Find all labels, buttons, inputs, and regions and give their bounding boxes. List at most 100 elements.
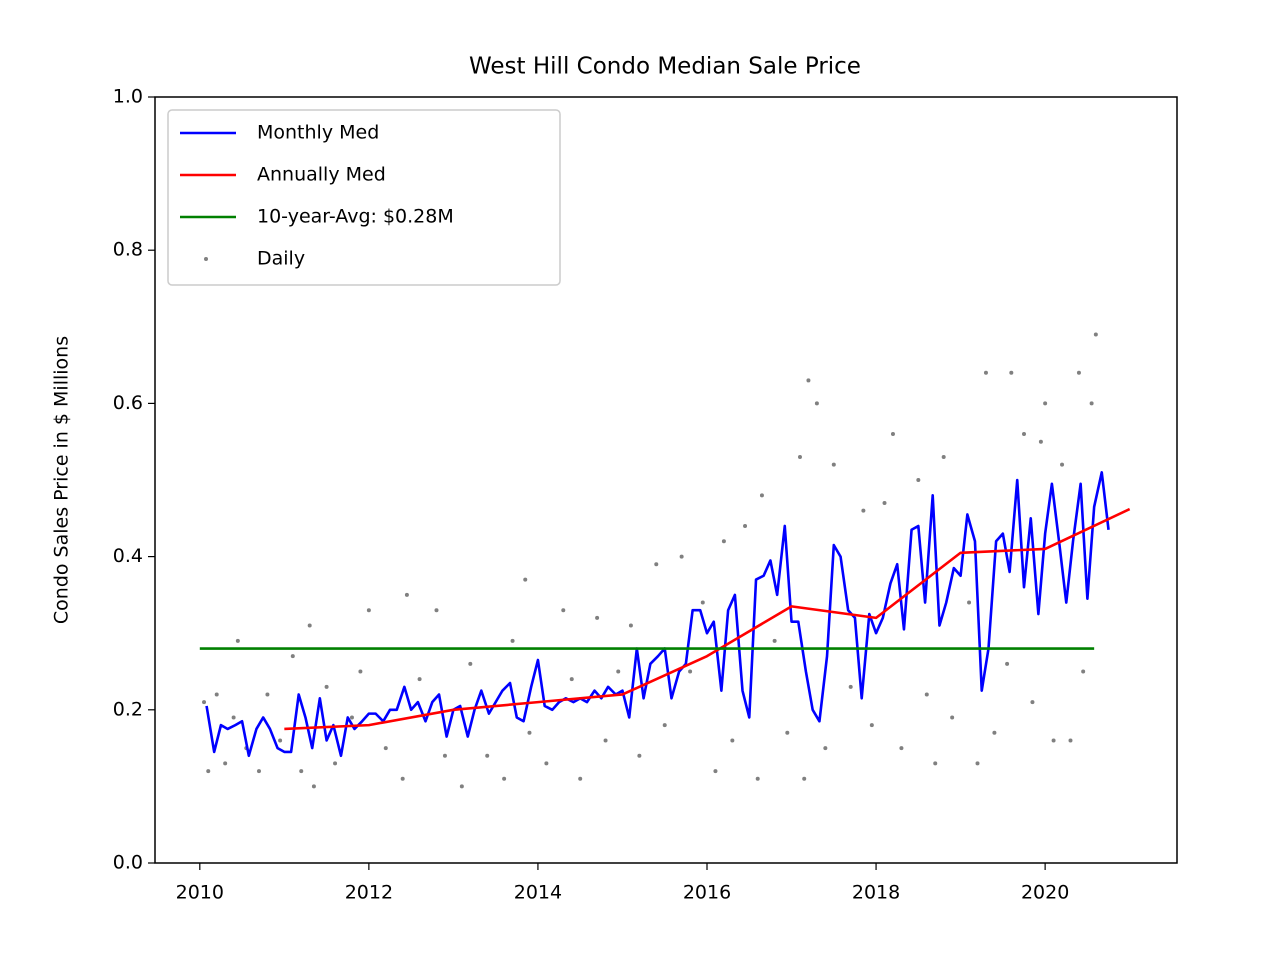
daily-point [1038, 439, 1043, 444]
daily-point [967, 600, 972, 605]
daily-point [721, 539, 726, 544]
daily-point [688, 669, 693, 674]
x-tick-label: 2020 [1021, 882, 1069, 904]
daily-point [806, 378, 811, 383]
y-tick-label: 0.0 [113, 852, 143, 874]
y-tick-label: 0.8 [113, 239, 143, 261]
daily-point [324, 684, 329, 689]
y-tick-label: 1.0 [113, 86, 143, 108]
y-tick-label: 0.2 [113, 698, 143, 720]
daily-point [662, 723, 667, 728]
daily-point [1030, 700, 1035, 705]
daily-point [1051, 738, 1056, 743]
legend-box [167, 109, 561, 286]
daily-point [358, 669, 363, 674]
x-tick-label: 2010 [176, 882, 224, 904]
daily-point [975, 761, 980, 766]
daily-point [442, 753, 447, 758]
y-tick-label: 0.4 [113, 545, 143, 567]
daily-point [628, 623, 633, 628]
daily-point [654, 562, 659, 567]
daily-point [544, 761, 549, 766]
daily-point [206, 769, 211, 774]
daily-point [700, 600, 705, 605]
daily-point [933, 761, 938, 766]
daily-point [759, 493, 764, 498]
daily-point [755, 776, 760, 781]
y-axis-label: Condo Sales Price in $ Millions [51, 336, 73, 624]
daily-point [869, 723, 874, 728]
daily-point [1089, 401, 1094, 406]
daily-point [637, 753, 642, 758]
daily-point [523, 577, 528, 582]
daily-point [311, 784, 316, 789]
daily-point [916, 478, 921, 482]
series-line [284, 507, 1131, 731]
daily-point [1076, 370, 1081, 375]
x-tick-label: 2018 [852, 882, 900, 904]
daily-point [679, 554, 684, 559]
plot-frame [154, 96, 1178, 864]
daily-point [1068, 738, 1073, 743]
daily-point [603, 738, 608, 743]
legend-label: Annually Med [257, 164, 386, 186]
daily-point [404, 592, 409, 597]
x-tick-label: 2014 [514, 882, 562, 904]
daily-point [1060, 462, 1065, 467]
daily-point [890, 432, 895, 437]
daily-point [848, 684, 853, 689]
chart-title: West Hill Condo Median Sale Price [469, 54, 861, 80]
daily-point [383, 746, 388, 751]
x-tick-label: 2012 [345, 882, 393, 904]
daily-point [1005, 661, 1010, 666]
daily-point [231, 715, 236, 720]
daily-point [223, 761, 228, 766]
daily-point [299, 769, 304, 774]
legend-label: Monthly Med [257, 122, 379, 144]
daily-point [349, 715, 354, 720]
daily-point [814, 401, 819, 406]
daily-point [1093, 332, 1098, 337]
legend-label: 10-year-Avg: $0.28M [257, 206, 454, 228]
daily-point [307, 623, 312, 628]
daily-point [256, 769, 261, 774]
daily-point [527, 730, 532, 735]
daily-point [235, 638, 240, 643]
daily-point [1043, 401, 1048, 406]
legend-marker [204, 257, 208, 261]
daily-point [569, 677, 574, 682]
daily-point [510, 638, 515, 643]
daily-point [785, 730, 790, 735]
daily-point [366, 608, 371, 613]
daily-point [202, 700, 207, 705]
daily-point [983, 370, 988, 375]
daily-point [1081, 669, 1086, 674]
daily-point [561, 608, 566, 613]
daily-point [1021, 432, 1026, 437]
daily-point [992, 730, 997, 735]
daily-point [950, 715, 955, 720]
daily-point [459, 784, 464, 789]
daily-point [941, 455, 946, 460]
daily-point [595, 615, 600, 620]
daily-point [802, 776, 807, 781]
series-line [205, 471, 1110, 758]
daily-point [924, 692, 929, 697]
daily-point [578, 776, 583, 781]
y-tick-label: 0.6 [113, 392, 143, 414]
daily-point [713, 769, 718, 774]
daily-point [468, 661, 473, 666]
daily-point [797, 455, 802, 460]
daily-point [485, 753, 490, 758]
daily-point [899, 746, 904, 751]
daily-point [417, 677, 422, 682]
daily-point [502, 776, 507, 781]
legend-label: Daily [257, 248, 305, 270]
daily-point [616, 669, 621, 674]
daily-point [400, 776, 405, 781]
legend: Monthly Med Annually Med 10-year-Avg: $0.2… [167, 109, 561, 286]
daily-point [333, 761, 338, 766]
daily-point [831, 462, 836, 467]
daily-point [278, 738, 283, 743]
